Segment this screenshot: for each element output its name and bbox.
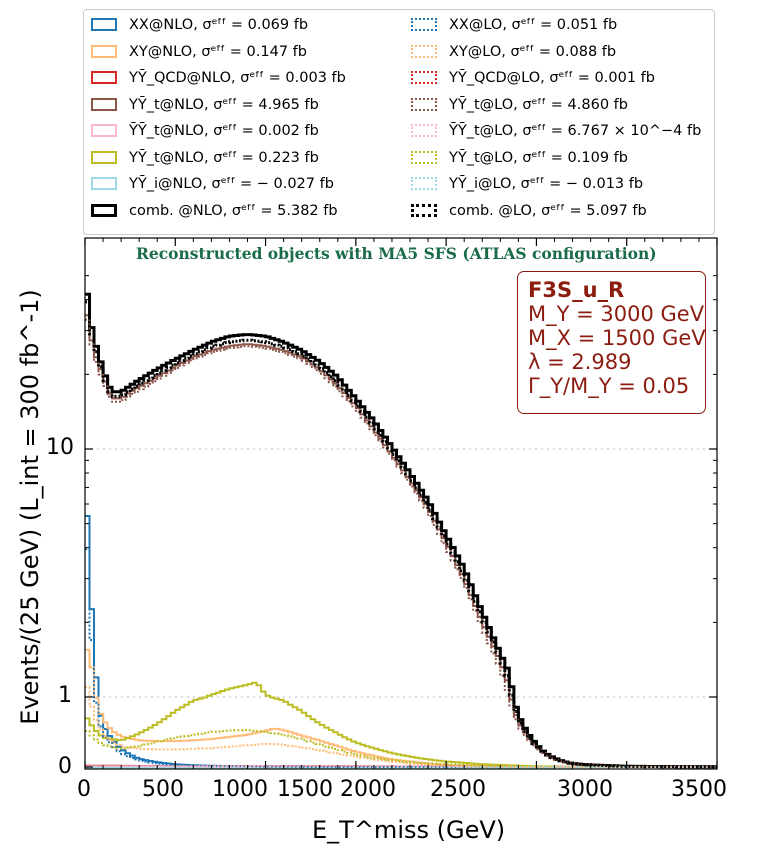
model-line: M_Y = 3000 GeV [528,302,705,326]
legend-label: comb. @LO, σᵉᶠᶠ = 5.097 fb [449,202,647,219]
x-tick-label: 1000 [212,777,268,802]
series-XX@NLO-line [85,515,717,768]
legend-label: XY@NLO, σᵉᶠᶠ = 0.147 fb [129,43,307,60]
model-info-box: F3S_u_R M_Y = 3000 GeV M_X = 1500 GeV λ … [517,271,706,414]
legend-label: XX@NLO, σᵉᶠᶠ = 0.069 fb [129,17,309,33]
legend-swatch [411,71,437,84]
y-tick-label: 0 [58,754,72,779]
legend-swatch [411,124,437,137]
legend-swatch [411,203,437,217]
plot-area [85,448,717,698]
x-tick-label: 2000 [340,777,396,802]
legend-label: YȲ_i@LO, σᵉᶠᶠ = − 0.013 fb [449,176,644,192]
legend-swatch [91,71,117,84]
legend-swatch [411,177,437,190]
ticks-layer [84,238,718,769]
legend-label: YȲ_i@NLO, σᵉᶠᶠ = − 0.027 fb [129,176,334,192]
legend-swatch [411,97,437,111]
series-comb. @LO-line [85,300,717,769]
x-tick-label: 500 [142,777,184,802]
x-tick-label: 3500 [671,777,727,802]
legend-swatch [91,150,117,164]
legend-swatch [411,150,437,164]
series-YȲ_t@NLO-line [85,681,717,768]
legend-label: YȲ_QCD@LO, σᵉᶠᶠ = 0.001 fb [449,70,655,86]
legend-swatch [91,177,117,190]
legend-swatch [91,44,117,58]
model-line: M_X = 1500 GeV [528,326,706,350]
legend-swatch [91,203,117,217]
legend-label: XX@LO, σᵉᶠᶠ = 0.051 fb [449,17,618,33]
x-tick-label: 1500 [277,777,333,802]
legend-label: YȲ_QCD@NLO, σᵉᶠᶠ = 0.003 fb [129,70,346,86]
x-tick-label: 3000 [557,777,613,802]
x-axis-label: E_T^miss (GeV) [312,816,506,844]
y-tick-label: 10 [46,435,74,460]
reconstruction-annotation: Reconstructed objects with MA5 SFS (ATLA… [136,244,657,263]
legend [83,9,715,235]
model-line: λ = 2.989 [528,350,632,374]
legend-swatch [411,18,437,31]
plot-frame [84,237,718,770]
series-YȲ_i@LO-line [85,766,717,769]
y-tick-label: 1 [58,683,72,708]
model-line: Γ_Y/M_Y = 0.05 [528,374,690,398]
legend-label: YȲ_t@LO, σᵉᶠᶠ = 0.109 fb [449,149,628,166]
y-axis-label: Events/(25 GeV) (L_int = 300 fb^-1) [16,289,44,725]
legend-label: YȲ_t@LO, σᵉᶠᶠ = 4.860 fb [449,96,628,113]
legend-swatch [411,44,437,58]
legend-label: comb. @NLO, σᵉᶠᶠ = 5.382 fb [129,202,338,219]
legend-label: ȲȲ_t@LO, σᵉᶠᶠ = 6.767 × 10^−4 fb [449,123,702,139]
legend-swatch [91,124,117,137]
legend-label: XY@LO, σᵉᶠᶠ = 0.088 fb [449,43,617,60]
series-XX@LO-line [85,548,717,768]
x-tick-label: 2500 [430,777,486,802]
model-title: F3S_u_R [528,278,625,302]
legend-swatch [91,97,117,111]
legend-label: YȲ_t@NLO, σᵉᶠᶠ = 4.965 fb [129,96,319,113]
legend-label: YȲ_t@NLO, σᵉᶠᶠ = 0.223 fb [129,149,319,166]
series-XY@LO-line [85,686,717,768]
legend-swatch [91,18,117,31]
legend-label: ȲȲ_t@NLO, σᵉᶠᶠ = 0.002 fb [129,123,319,139]
x-tick-label: 0 [77,777,91,802]
